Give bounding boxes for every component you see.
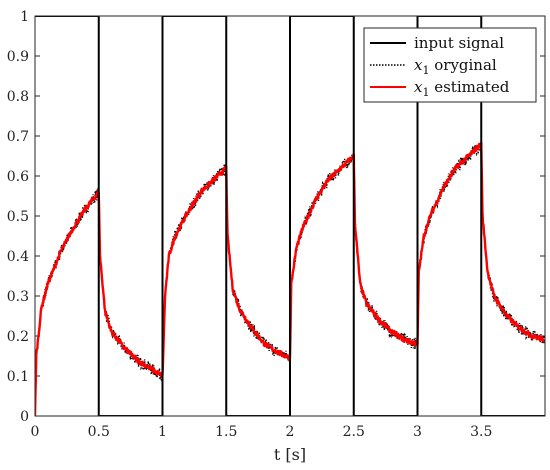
plot-area-frame — [34, 15, 546, 417]
y-tick-label: 0.7 — [7, 129, 29, 145]
y-tick-label: 0.6 — [7, 169, 29, 185]
y-tick-label: 0.8 — [7, 89, 29, 105]
y-axis-ticks: 0 0.1 0.2 0.3 0.4 0.5 0.6 0.7 0.8 0.9 1 — [7, 9, 545, 425]
legend-label-x1-original-text: oryginal — [429, 56, 496, 74]
legend-label-x1-estimated: x1 estimated — [414, 78, 510, 99]
x-tick-label: 3.5 — [470, 424, 492, 440]
legend-label-x1-estimated-sub: 1 — [422, 86, 429, 99]
x-axis-ticks: 0 0.5 1 1.5 2 2.5 3 3.5 — [31, 16, 492, 440]
legend-label-x1-estimated-var: x — [414, 78, 423, 96]
legend-label-input-signal-text: input signal — [414, 34, 504, 52]
legend-label-x1-original-sub: 1 — [422, 64, 429, 77]
x-tick-label: 0.5 — [88, 424, 110, 440]
legend-label-input-signal: input signal — [414, 34, 504, 52]
y-tick-label: 0.9 — [7, 49, 29, 65]
x-axis-title: t [s] — [274, 445, 306, 464]
series-layer — [35, 16, 545, 416]
legend-label-x1-original-var: x — [414, 56, 423, 74]
y-tick-label: 0.3 — [7, 289, 29, 305]
x-tick-label: 1.5 — [215, 424, 237, 440]
x-tick-label: 1 — [158, 424, 167, 440]
x-tick-label: 2.5 — [343, 424, 365, 440]
series-input-signal — [35, 16, 545, 416]
legend-label-x1-estimated-text: estimated — [429, 78, 509, 96]
y-tick-label: 0 — [20, 409, 29, 425]
y-tick-label: 0.1 — [7, 369, 29, 385]
legend-box — [363, 27, 537, 103]
y-tick-label: 0.5 — [7, 209, 29, 225]
legend-label-x1-original: x1 oryginal — [414, 56, 497, 77]
legend: input signal x1 oryginal x1 estimated — [363, 27, 537, 103]
y-tick-label: 0.4 — [7, 249, 29, 265]
x-tick-label: 2 — [286, 424, 295, 440]
x-tick-label: 0 — [31, 424, 40, 440]
y-tick-label: 1 — [20, 9, 29, 25]
y-tick-label: 0.2 — [7, 329, 29, 345]
x-tick-label: 3 — [413, 424, 422, 440]
